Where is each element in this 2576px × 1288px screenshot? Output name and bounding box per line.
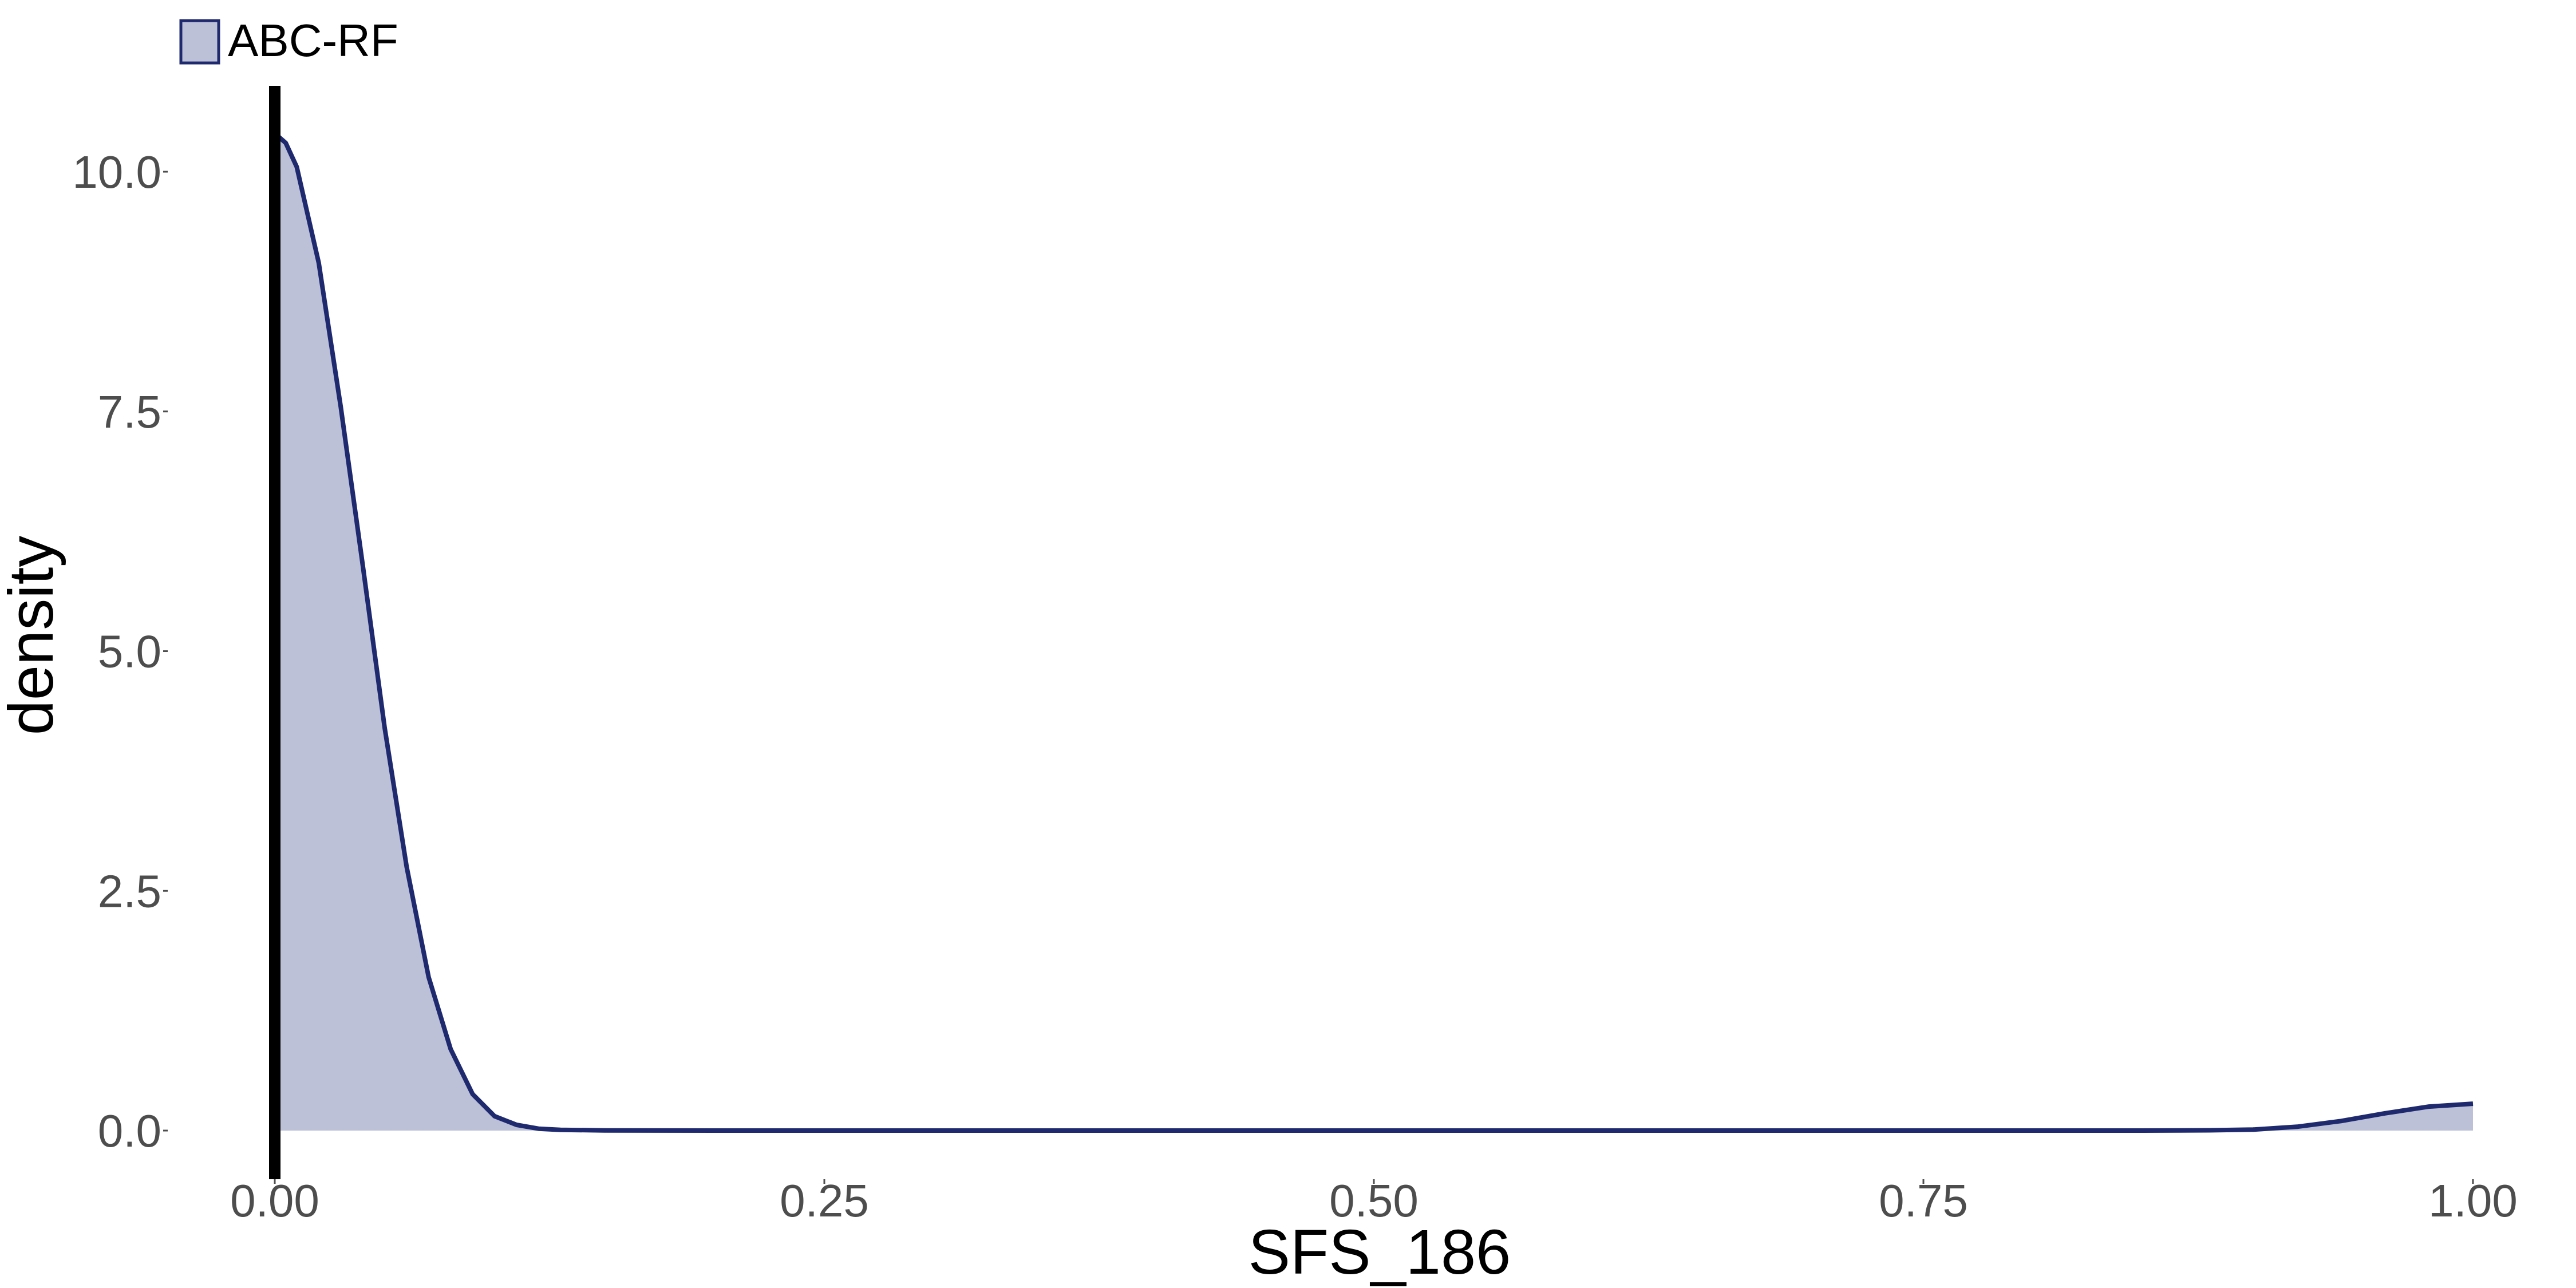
y-tick-label: 0.0 — [98, 1105, 161, 1156]
series-line-abc-rf — [273, 131, 2474, 1133]
y-tick-label: 2.5 — [98, 866, 161, 916]
x-tick-label: 0.00 — [230, 1175, 319, 1226]
legend: ABC-RF — [179, 15, 398, 66]
x-tick-label: 0.25 — [780, 1175, 869, 1226]
x-tick-label: 0.50 — [1329, 1175, 1419, 1226]
x-axis-title: SFS_186 — [1249, 1217, 1511, 1287]
y-tick-label: 7.5 — [98, 386, 161, 437]
x-axis: 0.00 0.25 0.50 0.75 1.00 — [230, 1175, 2518, 1226]
plot-area — [269, 86, 2474, 1179]
legend-label-abc-rf: ABC-RF — [228, 15, 398, 66]
legend-swatch-abc-rf — [179, 19, 220, 65]
y-axis: 0.0 2.5 5.0 7.5 10.0 — [72, 147, 168, 1156]
series-area-abc-rf — [275, 133, 2473, 1131]
x-tick-label: 1.00 — [2428, 1175, 2518, 1226]
y-tick-label: 10.0 — [72, 147, 161, 197]
x-tick-label: 0.75 — [1879, 1175, 1968, 1226]
y-tick-label: 5.0 — [98, 626, 161, 677]
y-axis-title: density — [0, 536, 66, 736]
